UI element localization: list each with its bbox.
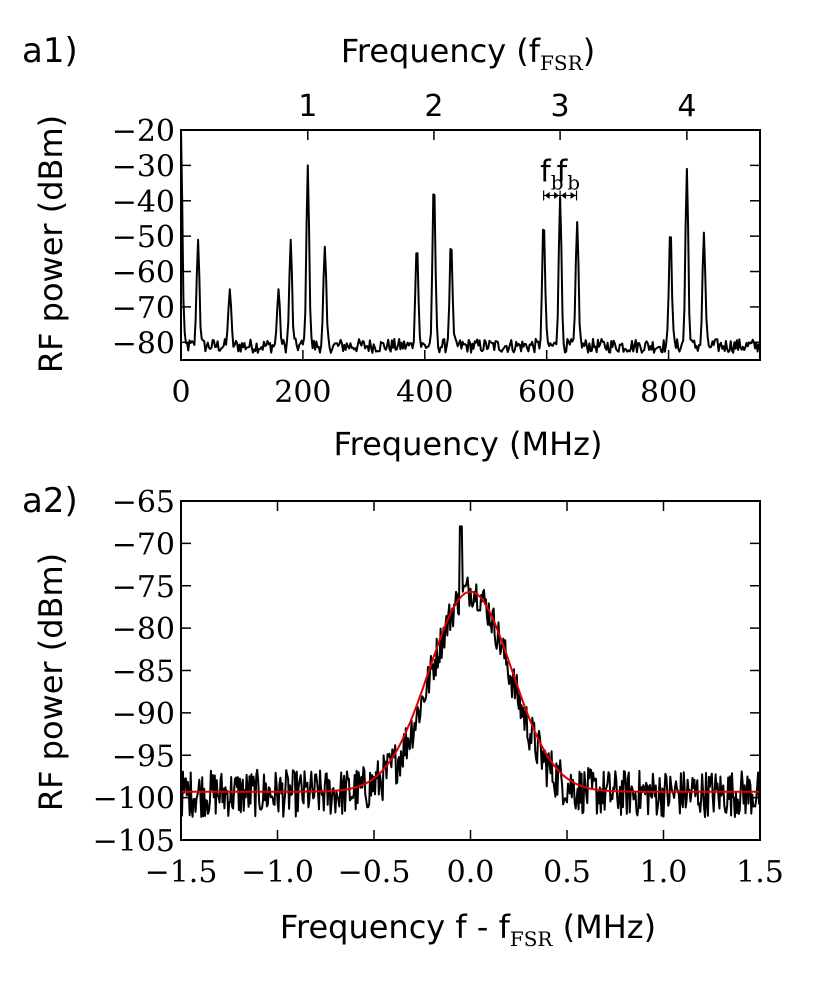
a1-ytick-label: −50 xyxy=(112,220,175,255)
a2-xtick-label: −0.5 xyxy=(338,855,411,890)
a1-ytick-label: −80 xyxy=(112,326,175,361)
panel-a2: a2) −65−70−75−80−85−90−95−100−105 −1.5 −1… xyxy=(22,481,784,951)
fb-arrows xyxy=(543,190,578,201)
a1-xtick-label: 600 xyxy=(518,375,575,410)
a1-x-ticks: 0 200 400 600 800 xyxy=(171,350,697,410)
a2-xtick-label: 1.5 xyxy=(736,855,784,890)
a1-spectrum-line xyxy=(180,129,761,354)
a2-fit-line xyxy=(181,590,760,793)
a2-frame xyxy=(180,500,761,841)
a1-xtick-label: 800 xyxy=(640,375,697,410)
a1-toptick-label: 3 xyxy=(551,89,570,124)
a1-toptick-label: 4 xyxy=(677,89,696,124)
a2-y-ticks: −65 −70 −75 −80 −85 −90 −95 −100 −105 xyxy=(93,485,760,859)
a2-ytick-label: −65 xyxy=(112,485,175,520)
a1-ytick-label: −30 xyxy=(112,149,175,184)
a1-x-label: Frequency (MHz) xyxy=(334,425,603,463)
a1-y-label: RF power (dBm) xyxy=(32,115,70,373)
a1-xtick-label: 0 xyxy=(171,375,190,410)
a1-toptick-label: 2 xyxy=(424,89,443,124)
a2-x-ticks: −1.5 −1.0 −0.5 0.0 0.5 1.0 1.5 xyxy=(145,501,784,890)
a1-top-ticks: 1 2 3 4 xyxy=(298,89,696,140)
panel-a1-label: a1) xyxy=(22,31,78,71)
a2-ytick-label: −105 xyxy=(93,824,175,859)
a2-xtick-label: 0.5 xyxy=(543,855,591,890)
a1-y-ticks: −20−30−40−50−60−70−80 xyxy=(112,114,760,361)
a2-xtick-label: 0.0 xyxy=(447,855,495,890)
a1-ytick-label: −70 xyxy=(112,291,175,326)
a1-frame xyxy=(180,129,761,361)
a2-xtick-label: −1.5 xyxy=(145,855,218,890)
a2-measured-line xyxy=(180,525,761,818)
a2-xtick-label: −1.0 xyxy=(241,855,314,890)
a2-ytick-label: −100 xyxy=(93,782,175,817)
a2-ytick-label: −70 xyxy=(112,527,175,562)
a2-xtick-label: 1.0 xyxy=(640,855,688,890)
a2-ytick-label: −80 xyxy=(112,612,175,647)
a2-ytick-label: −90 xyxy=(112,697,175,732)
a2-ytick-label: −85 xyxy=(112,655,175,690)
fb-label-right: fb xyxy=(557,154,580,194)
a1-xtick-label: 200 xyxy=(274,375,331,410)
a1-toptick-label: 1 xyxy=(298,89,317,124)
a1-ytick-label: −20 xyxy=(112,114,175,149)
a1-top-axis-label: Frequency (fFSR) xyxy=(341,32,595,75)
a1-ytick-label: −60 xyxy=(112,256,175,291)
panel-a2-label: a2) xyxy=(22,481,78,521)
panel-a1: a1) Frequency (fFSR) 1 2 3 4 −20−30−40−50−6… xyxy=(22,31,761,463)
a1-ytick-label: −40 xyxy=(112,185,175,220)
a1-fb-annotation: fb fb xyxy=(540,154,580,201)
a2-y-label: RF power (dBm) xyxy=(32,553,70,811)
a2-ytick-label: −95 xyxy=(112,739,175,774)
a2-ytick-label: −75 xyxy=(112,570,175,605)
fb-label-left: fb xyxy=(540,154,563,194)
a1-xtick-label: 400 xyxy=(396,375,453,410)
a2-x-label: Frequency f - fFSR (MHz) xyxy=(280,908,656,951)
